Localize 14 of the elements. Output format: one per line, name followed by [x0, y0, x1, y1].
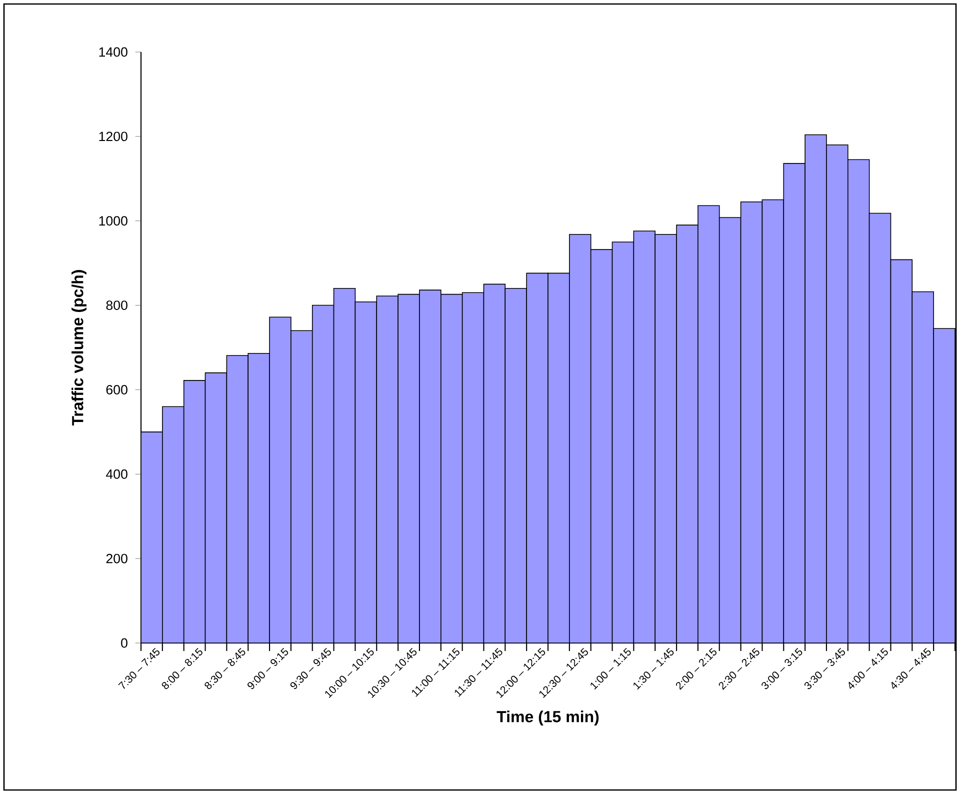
y-tick-label: 400: [106, 469, 128, 479]
x-tick-label: 4:30 – 4:45: [892, 648, 931, 689]
x-tick-label: 9:00 – 9:15: [248, 648, 288, 690]
y-tick-label: 600: [106, 385, 128, 394]
y-tick-label: 0: [121, 638, 128, 648]
x-tick-label: 4:00 – 4:15: [848, 648, 888, 689]
y-tick-label: 1400: [99, 47, 128, 57]
y-tick-label: 1000: [99, 216, 128, 226]
y-tick-label: 800: [106, 300, 128, 310]
x-axis-title: Time (15 min): [496, 710, 599, 726]
x-tick-label: 7:30 – 7:45: [118, 648, 160, 689]
y-tick-label: 1200: [99, 132, 128, 142]
y-tick-label: 200: [106, 554, 128, 564]
y-axis-title: Traffic volume (pc/h): [72, 270, 86, 426]
